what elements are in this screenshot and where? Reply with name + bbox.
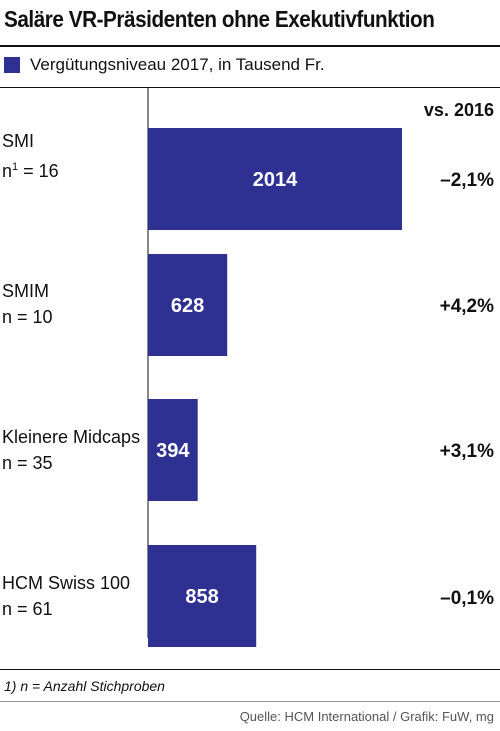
footnote-rule — [0, 669, 500, 670]
change-header: vs. 2016 — [423, 100, 494, 120]
category-name: Kleinere Midcaps — [2, 427, 141, 447]
bar-hcm-swiss-100 — [148, 545, 257, 647]
footnote: 1) n = Anzahl Stichproben — [4, 678, 165, 694]
source-rule — [0, 701, 500, 702]
chart-title: Saläre VR-Präsidenten ohne Exekutivfunkt… — [4, 6, 435, 32]
sample-size: n1 = 16 — [2, 161, 59, 181]
category-label-kleinere-midcaps: Kleinere Midcaps n = 35 — [2, 424, 140, 476]
category-name: HCM Swiss 100 — [2, 573, 131, 593]
change-value-smim: +4,2% — [439, 296, 494, 317]
bar-chart: 2014 628 394 858 — [147, 88, 402, 647]
category-label-smi: SMI n1 = 16 — [2, 128, 59, 184]
bar-smim — [148, 254, 228, 356]
category-name: SMI — [2, 131, 35, 151]
data-label-smi: 2014 — [253, 169, 298, 191]
legend-swatch — [4, 57, 20, 73]
sample-size: n = 35 — [2, 453, 53, 473]
bar-kleinere-midcaps — [148, 399, 198, 501]
data-label-kleinere-midcaps: 394 — [156, 440, 190, 462]
change-value-kleinere-midcaps: +3,1% — [439, 441, 494, 462]
source-credit: Quelle: HCM International / Grafik: FuW,… — [239, 709, 494, 724]
category-label-smim: SMIM n = 10 — [2, 278, 53, 330]
category-name: SMIM — [2, 281, 49, 301]
legend-rule — [0, 87, 500, 88]
change-value-smi: –2,1% — [440, 170, 494, 191]
category-label-hcm-swiss-100: HCM Swiss 100 n = 61 — [2, 570, 130, 622]
data-label-hcm-swiss-100: 858 — [185, 586, 218, 608]
bar-smi — [148, 128, 402, 230]
title-rule — [0, 45, 500, 47]
legend-label: Vergütungsniveau 2017, in Tausend Fr. — [30, 55, 325, 74]
change-value-hcm-swiss-100: –0,1% — [440, 588, 494, 609]
legend: Vergütungsniveau 2017, in Tausend Fr. — [4, 55, 325, 75]
sample-size: n = 10 — [2, 307, 53, 327]
sample-size: n = 61 — [2, 599, 53, 619]
data-label-smim: 628 — [171, 295, 204, 317]
